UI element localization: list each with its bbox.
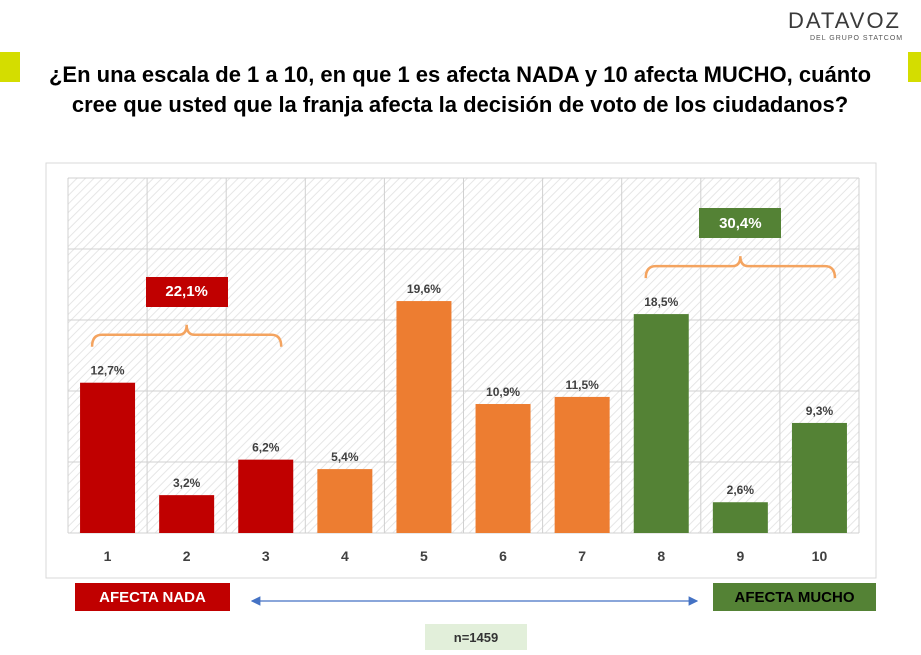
- value-label-7: 11,5%: [565, 378, 599, 392]
- group-bracket-0: [90, 324, 283, 347]
- value-label-3: 6,2%: [252, 441, 280, 455]
- value-label-4: 5,4%: [331, 450, 359, 464]
- x-tick-3: 3: [262, 548, 270, 564]
- accent-bar-left: [0, 52, 20, 82]
- x-tick-9: 9: [736, 548, 744, 564]
- chart-title: ¿En una escala de 1 a 10, en que 1 es af…: [48, 62, 872, 117]
- bars: [80, 301, 847, 533]
- accent-bar-right: [908, 52, 921, 82]
- logo-text: DATAVOZ: [788, 8, 901, 33]
- x-tick-8: 8: [657, 548, 665, 564]
- bar-6: [475, 404, 531, 533]
- bar-7: [554, 396, 610, 533]
- value-label-9: 2,6%: [727, 483, 755, 497]
- value-label-8: 18,5%: [644, 295, 678, 309]
- x-tick-5: 5: [420, 548, 428, 564]
- x-tick-4: 4: [341, 548, 349, 564]
- bar-2: [159, 495, 215, 533]
- bar-8: [633, 314, 689, 533]
- bar-1: [80, 382, 136, 533]
- bar-3: [238, 459, 294, 533]
- datavoz-logo: DATAVOZ DEL GRUPO STATCOM: [770, 8, 921, 46]
- value-label-2: 3,2%: [173, 476, 201, 490]
- label-afecta-nada: AFECTA NADA: [75, 583, 230, 611]
- x-tick-6: 6: [499, 548, 507, 564]
- group-total-badge-0: 22,1%: [145, 276, 228, 307]
- value-label-5: 19,6%: [407, 282, 441, 296]
- sample-size: n=1459: [425, 624, 527, 650]
- x-tick-1: 1: [104, 548, 112, 564]
- x-tick-2: 2: [183, 548, 191, 564]
- x-tick-labels: 1 2 3 4 5 6 7 8 9 10: [104, 548, 828, 564]
- value-labels: 12,7% 3,2% 6,2% 5,4% 19,6% 10,9% 11,5% 18,5% 2,6…: [91, 282, 834, 497]
- x-tick-7: 7: [578, 548, 586, 564]
- gridlines: [67, 177, 860, 534]
- value-label-6: 10,9%: [486, 385, 520, 399]
- group-total-badge-1: 30,4%: [699, 208, 782, 239]
- bar-10: [791, 422, 847, 533]
- x-tick-10: 10: [812, 548, 828, 564]
- label-afecta-mucho: AFECTA MUCHO: [713, 583, 876, 611]
- value-label-1: 12,7%: [91, 364, 125, 378]
- bar-9: [712, 502, 768, 533]
- logo-subtext: DEL GRUPO STATCOM: [810, 35, 904, 42]
- bar-5: [396, 301, 452, 533]
- bar-4: [317, 469, 373, 533]
- value-label-10: 9,3%: [806, 404, 834, 418]
